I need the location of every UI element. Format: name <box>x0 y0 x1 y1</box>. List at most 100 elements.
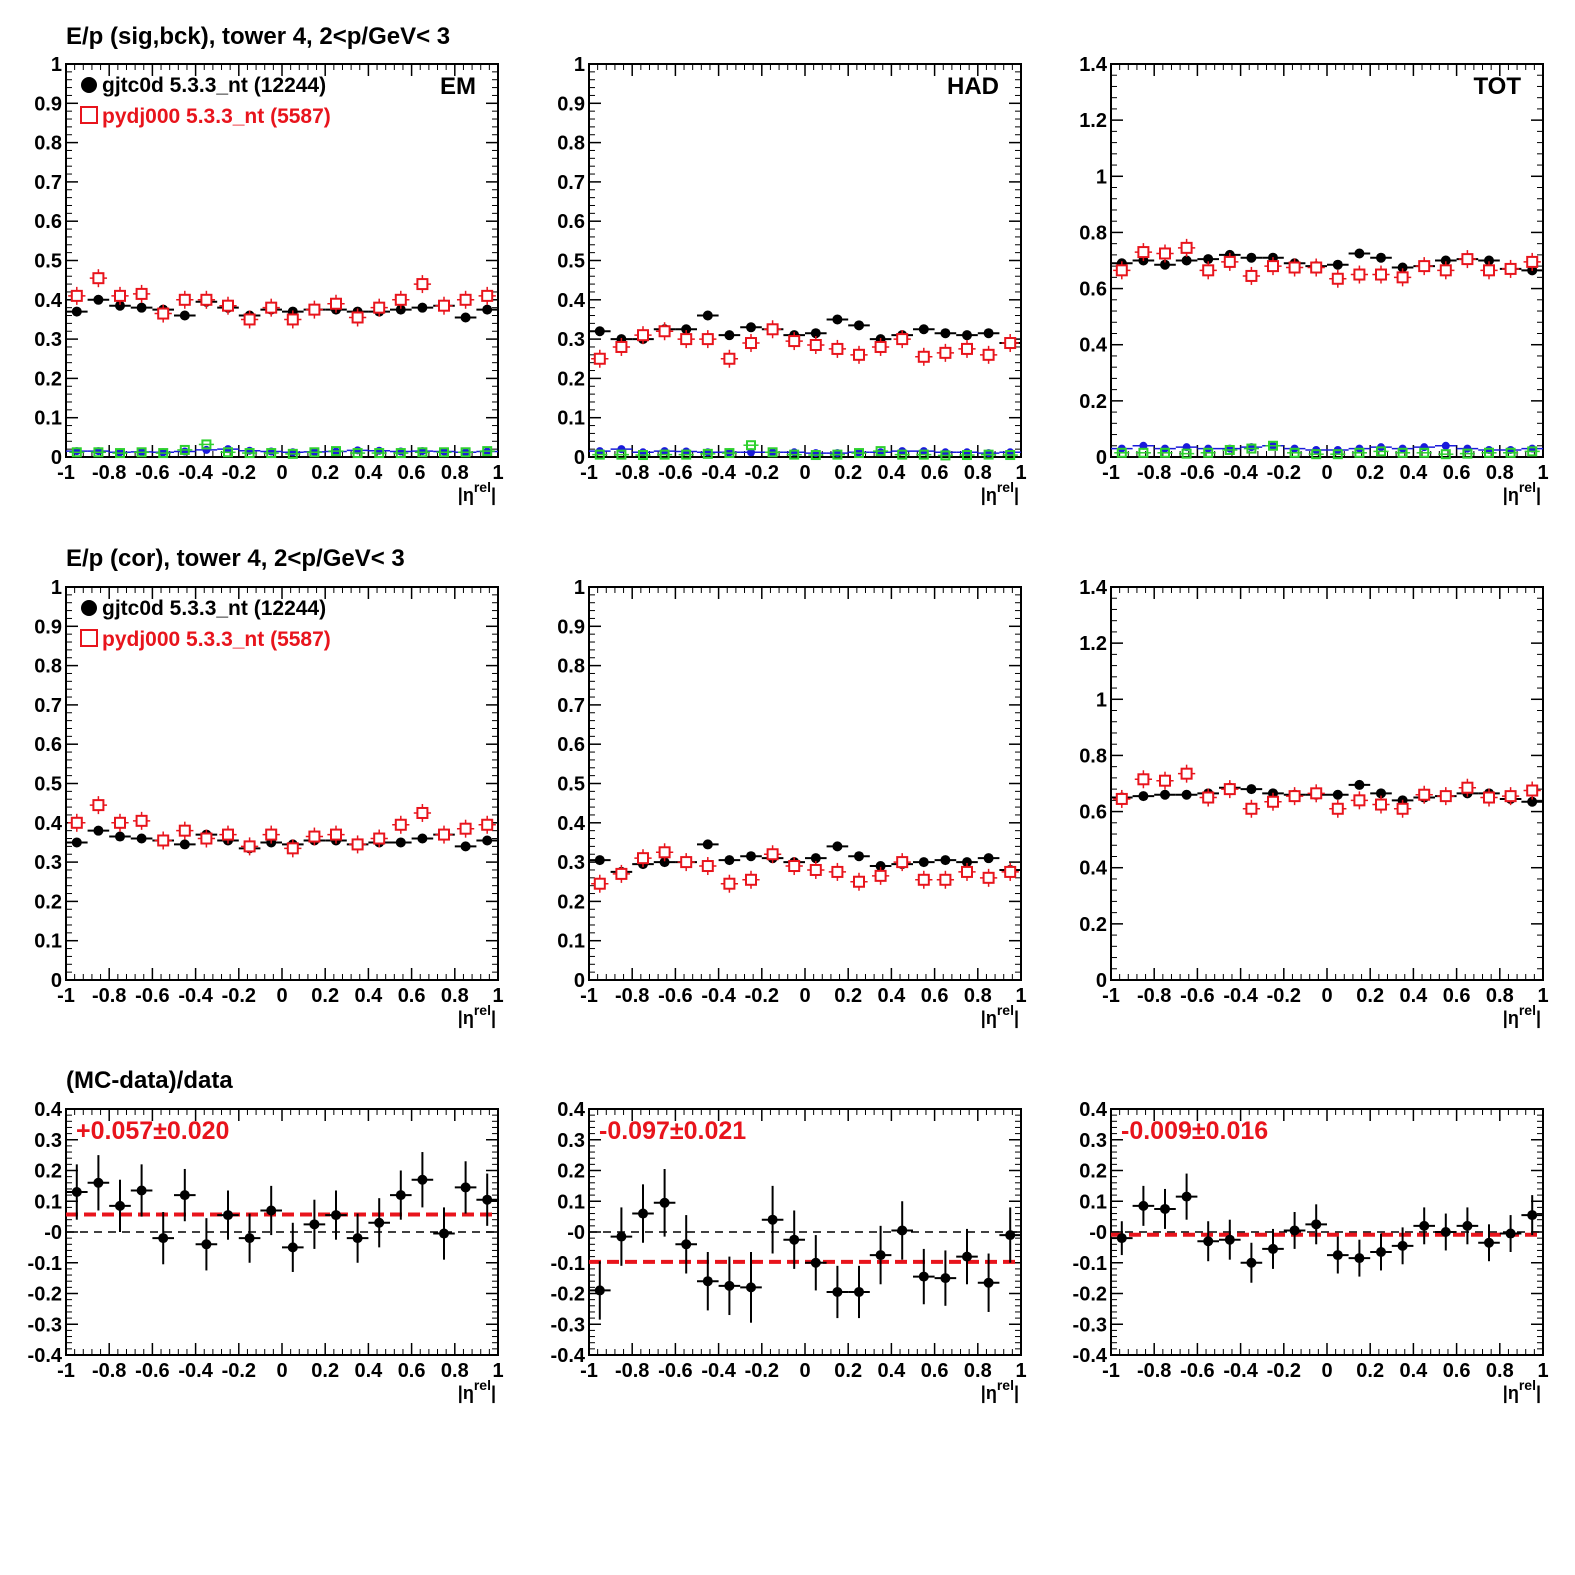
mc-point <box>308 303 321 316</box>
data-point <box>1203 254 1214 265</box>
green-point <box>1311 449 1322 460</box>
corner-label: TOT <box>1473 73 1521 100</box>
mc-point <box>1504 790 1517 803</box>
y-tick-label: -0 <box>567 1222 585 1244</box>
x-tick-label: -0.8 <box>615 1360 649 1382</box>
x-tick-label: 0.8 <box>964 1360 992 1382</box>
ratio-point <box>417 1174 428 1185</box>
y-tick-label: -0.2 <box>1073 1284 1107 1306</box>
ratio-point <box>1376 1246 1386 1257</box>
x-axis-label: |ηrel| <box>981 1002 1019 1028</box>
y-tick-label: 0.2 <box>34 891 62 913</box>
ratio-point <box>1397 1240 1408 1251</box>
data-point <box>594 855 605 866</box>
x-tick-label: 0.4 <box>877 985 906 1007</box>
y-tick-label: -0.4 <box>28 1345 63 1367</box>
data-point <box>1484 255 1494 266</box>
mc-point <box>1288 261 1301 274</box>
mc-point <box>896 856 909 869</box>
y-tick-label: 0.2 <box>1079 391 1107 413</box>
y-tick-label: 0.1 <box>34 1191 62 1213</box>
panel-0-1: -1 -0.8 -0.6 -0.4 -0.2 0 0.2 0.4 0.6 0.8 1 0 0.1 0.2 0… <box>557 54 1026 505</box>
data-point <box>460 841 471 852</box>
mc-point <box>373 301 386 314</box>
green-point <box>93 447 104 458</box>
mc-point <box>896 333 909 346</box>
legend-data-marker <box>81 600 97 616</box>
data-point <box>724 330 735 341</box>
y-tick-label: 0 <box>574 447 585 469</box>
data-point <box>460 312 471 323</box>
mc-point <box>874 340 887 353</box>
y-tick-label: 0.6 <box>1079 279 1107 301</box>
y-tick-label: 0.1 <box>557 1191 585 1213</box>
x-tick-label: -0.6 <box>658 985 692 1007</box>
mc-point <box>1418 260 1431 273</box>
mc-point <box>788 860 801 873</box>
y-tick-label: 0.2 <box>557 891 585 913</box>
x-tick-label: 0 <box>799 462 810 484</box>
green-point <box>832 449 843 460</box>
data-point <box>1440 255 1451 266</box>
data-point <box>940 328 951 339</box>
mc-point <box>831 865 844 878</box>
mc-point <box>874 869 887 882</box>
y-tick-label: 0.4 <box>1079 335 1108 357</box>
y-tick-label: 0.4 <box>557 813 586 835</box>
y-tick-label: 0.5 <box>557 774 585 796</box>
x-tick-label: 0.8 <box>441 462 469 484</box>
mc-point <box>1310 787 1323 800</box>
mc-point <box>961 865 973 878</box>
series-mc <box>68 269 496 329</box>
x-tick-label: -0.8 <box>1137 985 1171 1007</box>
mc-point <box>1504 262 1517 275</box>
y-tick-label: 0.1 <box>34 408 62 430</box>
ratio-point <box>158 1233 169 1244</box>
data-point <box>417 302 428 313</box>
green-point <box>724 448 735 459</box>
blue-point <box>159 448 168 457</box>
mc-point <box>853 875 865 888</box>
mc-point <box>615 340 628 353</box>
ratio-point <box>1440 1227 1451 1237</box>
data-point <box>1181 255 1192 266</box>
mc-point <box>1396 802 1409 815</box>
mc-point <box>394 293 407 306</box>
corner-label: HAD <box>947 73 999 100</box>
y-tick-label: 0.9 <box>557 93 585 115</box>
green-point <box>1376 446 1386 457</box>
green-point <box>681 449 692 460</box>
y-tick-label: 0.8 <box>557 133 585 155</box>
panel-2-0: -1 -0.8 -0.6 -0.4 -0.2 0 0.2 0.4 0.6 0.8 1 -0.4 -0.3… <box>28 1099 504 1403</box>
x-tick-label: 0.4 <box>877 462 906 484</box>
x-tick-label: -0.4 <box>178 1360 213 1382</box>
mc-point <box>658 325 671 338</box>
mc-point <box>982 871 995 884</box>
ratio-point <box>1462 1220 1473 1231</box>
blue-point <box>1463 444 1472 453</box>
data-point <box>702 839 713 850</box>
x-tick-label: -0.2 <box>745 462 779 484</box>
mc-point <box>481 289 494 302</box>
blue-point <box>855 448 863 457</box>
mc-point <box>286 313 299 326</box>
mc-point <box>222 828 234 841</box>
mc-point <box>286 842 299 855</box>
green-point <box>1181 448 1192 459</box>
y-tick-label: 0.4 <box>557 1099 586 1121</box>
x-tick-label: 0.6 <box>398 1360 426 1382</box>
x-tick-label: -0.2 <box>222 1360 256 1382</box>
blue-point <box>1420 443 1429 452</box>
data-point <box>115 300 125 311</box>
ratio-point <box>136 1185 147 1196</box>
green-point <box>789 449 800 460</box>
green-point <box>616 449 627 460</box>
green-point <box>352 448 363 459</box>
y-tick-label: -0.2 <box>551 1284 585 1306</box>
green-point <box>940 450 951 461</box>
y-tick-label: 0.9 <box>34 616 62 638</box>
x-tick-label: 0 <box>1321 985 1332 1007</box>
blue-point <box>725 448 734 457</box>
x-tick-label: -0.2 <box>1267 1360 1301 1382</box>
x-tick-label: 0.2 <box>1356 1360 1384 1382</box>
